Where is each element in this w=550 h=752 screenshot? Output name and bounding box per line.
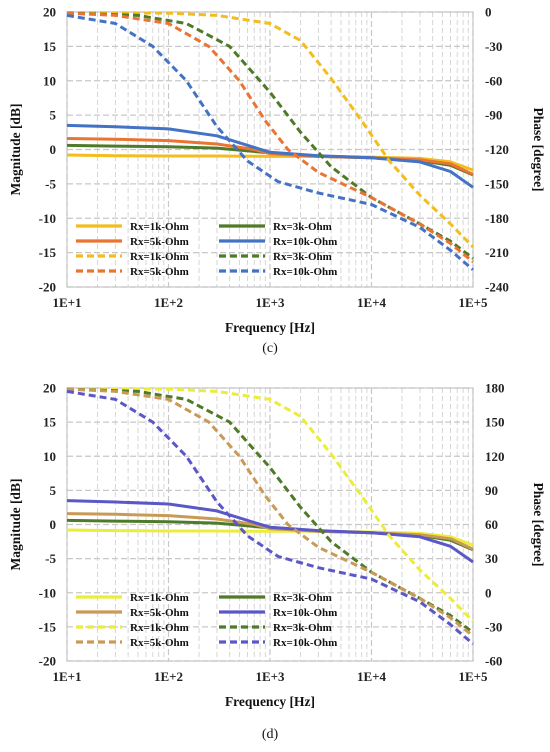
y-tick-label: 5 <box>50 483 57 498</box>
x-tick-label: 1E+4 <box>357 669 387 684</box>
x-tick-label: 1E+3 <box>255 295 285 310</box>
y2-tick-label: -90 <box>485 108 502 123</box>
y-tick-label: -20 <box>39 654 56 669</box>
y2-tick-label: -150 <box>485 176 509 191</box>
y-tick-label: 10 <box>43 73 56 88</box>
y-tick-label: -15 <box>39 245 57 260</box>
y-tick-label: -10 <box>39 211 56 226</box>
series-group <box>66 387 475 646</box>
y2-tick-label: 150 <box>485 415 505 430</box>
legend-label: Rx=1k-Ohm <box>130 622 189 634</box>
y-axis-label: Magnitude [dB] <box>8 104 23 196</box>
y-tick-label: 0 <box>50 517 57 532</box>
y-axis-label: Magnitude [dB] <box>8 479 23 571</box>
y-tick-label: -15 <box>39 619 57 634</box>
series-line-phase-4 <box>66 387 475 623</box>
y-tick-label: -5 <box>45 176 56 191</box>
panel-caption: (c) <box>262 341 278 356</box>
chart-panel-c: 1E+1 1E+2 1E+3 1E+4 1E+5 20 15 10 5 0 -5 -10 -15 -20 0… <box>8 5 546 357</box>
gridlines <box>66 387 474 662</box>
legend-label: Rx=3k-Ohm <box>273 251 332 263</box>
x-axis-label: Frequency [Hz] <box>225 694 315 709</box>
y2-tick-label: -120 <box>485 142 509 157</box>
legend-label: Rx=10k-Ohm <box>273 607 337 619</box>
y2-tick-label: 120 <box>485 449 505 464</box>
legend-label: Rx=3k-Ohm <box>273 221 332 233</box>
y-tick-label: 20 <box>43 381 56 396</box>
y2-tick-label: -240 <box>485 280 509 295</box>
y2-axis-label: Phase [degree] <box>531 107 546 191</box>
legend-label: Rx=3k-Ohm <box>273 622 332 634</box>
y2-tick-label: 90 <box>485 483 498 498</box>
series-line-magnitude-3 <box>66 499 474 564</box>
x-axis-label: Frequency [Hz] <box>225 320 315 335</box>
y-tick-label: 15 <box>43 415 57 430</box>
legend-label: Rx=5k-Ohm <box>130 637 189 649</box>
y-tick-label: -20 <box>39 280 56 295</box>
x-tick-label: 1E+2 <box>154 669 183 684</box>
legend-label: Rx=5k-Ohm <box>130 266 189 278</box>
x-tick-label: 1E+3 <box>255 669 285 684</box>
series-line-phase-6 <box>66 387 474 638</box>
x-tick-label: 1E+1 <box>52 669 81 684</box>
y-tick-label: -10 <box>39 585 56 600</box>
y-tick-label: -5 <box>45 551 56 566</box>
y2-tick-label: -30 <box>485 39 502 54</box>
plot-frame <box>66 11 474 288</box>
x-tick-label: 1E+1 <box>52 295 81 310</box>
x-tick-label: 1E+5 <box>458 669 488 684</box>
y-tick-label: 10 <box>43 449 56 464</box>
y-tick-label: 20 <box>43 5 56 20</box>
series-line-phase-6 <box>66 11 474 263</box>
series-group <box>66 11 475 271</box>
legend-label: Rx=10k-Ohm <box>273 236 337 248</box>
legend: Rx=1k-Ohm Rx=3k-Ohm Rx=5k-Ohm Rx=10k-Ohm Rx=… <box>76 221 337 278</box>
y2-tick-label: -60 <box>485 73 502 88</box>
legend-label: Rx=1k-Ohm <box>130 592 189 604</box>
legend-label: Rx=3k-Ohm <box>273 592 332 604</box>
y2-axis-label: Phase [degree] <box>531 482 546 566</box>
plot-frame <box>66 387 474 662</box>
legend-label: Rx=1k-Ohm <box>130 251 189 263</box>
y-tick-label: 5 <box>50 108 57 123</box>
x-tick-label: 1E+5 <box>458 295 488 310</box>
series-line-phase-7 <box>66 13 474 271</box>
y2-tick-label: 0 <box>485 5 492 20</box>
series-line-phase-7 <box>66 389 474 646</box>
y-tick-label: 15 <box>43 39 57 54</box>
y2-tick-label: 30 <box>485 551 498 566</box>
legend-label: Rx=5k-Ohm <box>130 236 189 248</box>
y2-tick-label: -60 <box>485 654 502 669</box>
legend-label: Rx=10k-Ohm <box>273 637 337 649</box>
y2-tick-label: -210 <box>485 245 509 260</box>
y2-tick-label: -180 <box>485 211 509 226</box>
legend: Rx=1k-Ohm Rx=3k-Ohm Rx=5k-Ohm Rx=10k-Ohm Rx=… <box>76 592 337 649</box>
series-line-phase-4 <box>66 11 475 248</box>
gridlines <box>66 11 474 288</box>
x-tick-label: 1E+2 <box>154 295 183 310</box>
chart-panel-d: 1E+1 1E+2 1E+3 1E+4 1E+5 20 15 10 5 0 -5 -10 -15 -20 1… <box>8 381 546 743</box>
y2-tick-label: 60 <box>485 517 498 532</box>
legend-label: Rx=10k-Ohm <box>273 266 337 278</box>
series-line-magnitude-3 <box>66 123 474 189</box>
y-tick-label: 0 <box>50 142 57 157</box>
legend-label: Rx=1k-Ohm <box>130 221 189 233</box>
y2-tick-label: 0 <box>485 585 492 600</box>
y2-tick-label: -30 <box>485 619 502 634</box>
legend-label: Rx=5k-Ohm <box>130 607 189 619</box>
x-tick-label: 1E+4 <box>357 295 387 310</box>
y2-tick-label: 180 <box>485 381 505 396</box>
panel-caption: (d) <box>262 727 279 742</box>
